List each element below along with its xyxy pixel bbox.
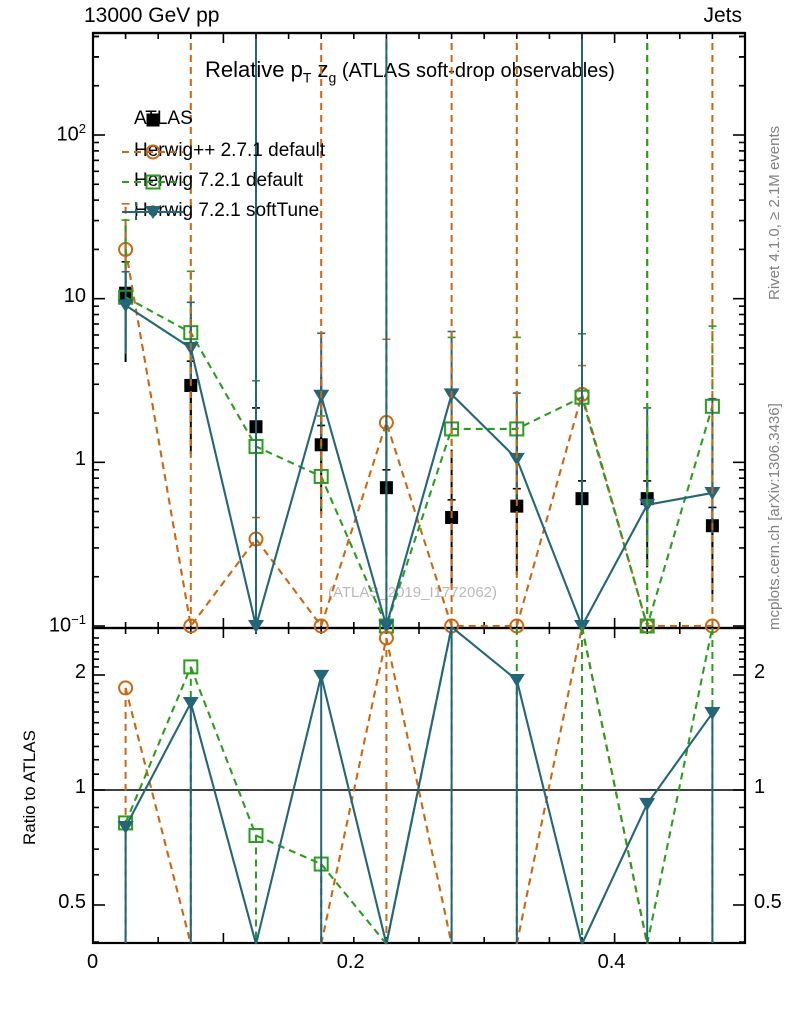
ratio-line [189, 702, 258, 945]
legend-marker-square-filled [146, 113, 160, 127]
x-tick-label: 0 [87, 951, 99, 973]
ratio-line [255, 834, 322, 866]
marker-triangle-down [117, 821, 134, 835]
marker-triangle-down [182, 696, 199, 710]
marker-circle-open [145, 144, 161, 160]
ratio-line [646, 626, 714, 945]
ratio-line [124, 666, 192, 824]
ratio-line [385, 637, 453, 945]
x-tick-label: 0.4 [597, 951, 626, 973]
marker-triangle-down [574, 620, 590, 633]
title-pre: Relative p [205, 57, 303, 82]
vertical-stems [189, 39, 714, 626]
title-sub-zg: g [328, 69, 337, 86]
ratio-y-tick-label-left: 1 [74, 776, 86, 798]
marker-triangle-down [248, 620, 264, 633]
ratio-y-tick-label-left: 0.5 [58, 891, 86, 913]
ratio-line [189, 666, 257, 836]
ratio-line [320, 637, 388, 945]
marker-triangle-down [508, 674, 525, 688]
header-right-label: Jets [703, 4, 742, 27]
marker-triangle-down [508, 452, 525, 466]
ratio-line [515, 626, 584, 945]
main-y-tick-label: 102 [56, 121, 86, 146]
legend-marker-square-open [122, 174, 184, 190]
ratio-y-tick-label-right: 0.5 [754, 891, 782, 913]
marker-square-filled [510, 499, 524, 513]
legend-label: Herwig 7.2.1 default [134, 170, 303, 191]
legend-marker-circle-open [122, 144, 184, 160]
header-left-label: 13000 GeV pp [84, 4, 220, 27]
marker-triangle-down [639, 797, 656, 811]
ratio-line [515, 679, 584, 945]
series-herwig-2-7-1-default [118, 202, 720, 634]
marker-circle-open [118, 680, 134, 696]
ratio-series-herwig-7-2-1-softtune [117, 626, 721, 945]
ratio-line [320, 675, 388, 945]
ratio-line [254, 675, 323, 945]
ratio-y-tick-label-left: 2 [74, 661, 86, 683]
ratio-line [450, 626, 518, 681]
page-title: Relative pT zg (ATLAS soft-drop observab… [205, 57, 615, 85]
marker-triangle-down [145, 206, 161, 219]
marker-square-open [248, 828, 264, 844]
main-y-tick-label: 10−1 [48, 612, 86, 637]
ratio-series-herwig-2-7-1-default [118, 626, 649, 945]
legend-label: Herwig++ 2.7.1 default [134, 140, 326, 161]
series-line [125, 296, 714, 630]
legend-entry: Herwig 7.2.1 default [120, 170, 303, 192]
ratio-y-tick-label-right: 1 [754, 776, 766, 798]
main-y-tick-label: 1 [74, 448, 86, 471]
marker-circle-open [378, 630, 394, 646]
main-y-tick-label: 10 [63, 284, 86, 307]
marker-triangle-down [117, 299, 134, 313]
marker-triangle-down [704, 707, 721, 721]
x-tick-label: 0.2 [336, 951, 365, 973]
title-mid: z [311, 57, 329, 82]
ratio-y-tick-label-right: 2 [754, 661, 766, 683]
ratio-line [580, 626, 649, 945]
series-line [124, 249, 713, 629]
legend-entry: ATLAS [120, 108, 193, 130]
marker-square-filled [146, 113, 160, 127]
legend-label: Herwig 7.2.1 softTune [134, 200, 320, 221]
legend-marker-triangle-down-filled [122, 202, 184, 222]
legend-entry: Herwig++ 2.7.1 default [120, 140, 325, 162]
ratio-line [320, 863, 388, 945]
ratio-series-herwig-7-2-1-default [118, 626, 714, 945]
series-herwig-7-2-1-softtune [117, 270, 721, 633]
marker-square-open [145, 174, 161, 190]
series-line [125, 304, 713, 631]
ratio-line [124, 702, 192, 828]
marker-square-open [183, 659, 199, 675]
title-sub-pt: T [302, 69, 312, 86]
marker-triangle-down [313, 669, 330, 683]
ratio-line [581, 803, 649, 945]
ratio-line [646, 712, 714, 805]
legend-entry: Herwig 7.2.1 softTune [120, 200, 319, 222]
ratio-line [385, 626, 453, 945]
ratio-line [124, 687, 192, 945]
marker-triangle-down [378, 620, 395, 633]
title-post: (ATLAS soft-drop observables) [336, 60, 615, 82]
